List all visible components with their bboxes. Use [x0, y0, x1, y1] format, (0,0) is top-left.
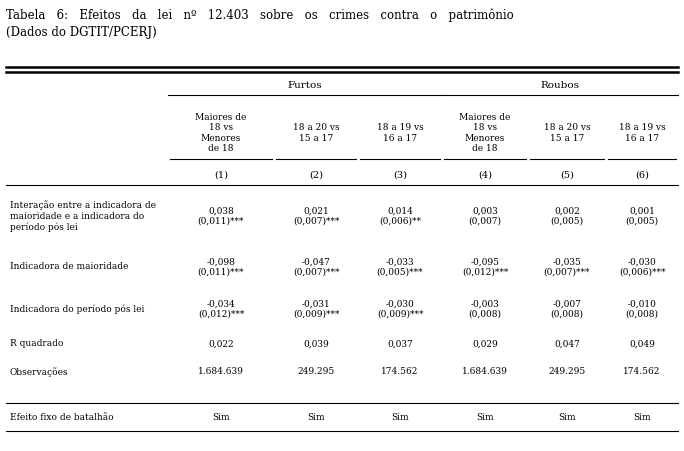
Text: Efeito fixo de batalhão: Efeito fixo de batalhão [10, 413, 114, 422]
Text: 0,014
(0,006)**: 0,014 (0,006)** [379, 206, 421, 225]
Text: (1): (1) [214, 170, 228, 179]
Text: -0,030
(0,006)***: -0,030 (0,006)*** [619, 257, 666, 276]
Text: 18 a 20 vs
15 a 17: 18 a 20 vs 15 a 17 [544, 123, 590, 143]
Text: Roubos: Roubos [540, 80, 579, 89]
Text: -0,095
(0,012)***: -0,095 (0,012)*** [462, 257, 508, 276]
Text: 0,049: 0,049 [629, 339, 655, 348]
Text: -0,031
(0,009)***: -0,031 (0,009)*** [293, 299, 339, 318]
Text: Indicadora do período pós lei: Indicadora do período pós lei [10, 304, 144, 313]
Text: Sim: Sim [391, 413, 409, 422]
Text: Sim: Sim [558, 413, 576, 422]
Text: 174.562: 174.562 [623, 367, 661, 376]
Text: (6): (6) [635, 170, 649, 179]
Text: 249.295: 249.295 [298, 367, 334, 376]
Text: Indicadora de maioridade: Indicadora de maioridade [10, 262, 129, 271]
Text: -0,010
(0,008): -0,010 (0,008) [625, 299, 659, 318]
Text: -0,035
(0,007)***: -0,035 (0,007)*** [544, 257, 590, 276]
Text: 0,001
(0,005): 0,001 (0,005) [625, 206, 659, 225]
Text: 0,047: 0,047 [554, 339, 580, 348]
Text: -0,007
(0,008): -0,007 (0,008) [551, 299, 583, 318]
Text: 0,003
(0,007): 0,003 (0,007) [469, 206, 501, 225]
Text: 249.295: 249.295 [549, 367, 586, 376]
Text: Maiores de
18 vs
Menores
de 18: Maiores de 18 vs Menores de 18 [196, 113, 247, 153]
Text: Sim: Sim [633, 413, 650, 422]
Text: -0,047
(0,007)***: -0,047 (0,007)*** [293, 257, 339, 276]
Text: (4): (4) [478, 170, 492, 179]
Text: (Dados do DGTIT/PCERJ): (Dados do DGTIT/PCERJ) [6, 26, 157, 39]
Text: Sim: Sim [476, 413, 494, 422]
Text: 1.684.639: 1.684.639 [462, 367, 508, 376]
Text: Tabela   6:   Efeitos   da   lei   nº   12.403   sobre   os   crimes   contra   : Tabela 6: Efeitos da lei nº 12.403 sobre… [6, 8, 514, 22]
Text: 18 a 19 vs
16 a 17: 18 a 19 vs 16 a 17 [618, 123, 666, 143]
Text: 174.562: 174.562 [381, 367, 419, 376]
Text: Sim: Sim [307, 413, 325, 422]
Text: 18 a 19 vs
16 a 17: 18 a 19 vs 16 a 17 [377, 123, 423, 143]
Text: Maiores de
18 vs
Menores
de 18: Maiores de 18 vs Menores de 18 [460, 113, 511, 153]
Text: 18 a 20 vs
15 a 17: 18 a 20 vs 15 a 17 [293, 123, 339, 143]
Text: 0,038
(0,011)***: 0,038 (0,011)*** [198, 206, 244, 225]
Text: 1.684.639: 1.684.639 [198, 367, 244, 376]
Text: Furtos: Furtos [288, 80, 322, 89]
Text: -0,033
(0,005)***: -0,033 (0,005)*** [377, 257, 423, 276]
Text: Interação entre a indicadora de
maioridade e a indicadora do
período pós lei: Interação entre a indicadora de maiorida… [10, 200, 156, 231]
Text: (5): (5) [560, 170, 574, 179]
Text: Sim: Sim [212, 413, 230, 422]
Text: 0,021
(0,007)***: 0,021 (0,007)*** [293, 206, 339, 225]
Text: -0,098
(0,011)***: -0,098 (0,011)*** [198, 257, 244, 276]
Text: 0,002
(0,005): 0,002 (0,005) [551, 206, 583, 225]
Text: 0,037: 0,037 [387, 339, 413, 348]
Text: -0,003
(0,008): -0,003 (0,008) [469, 299, 501, 318]
Text: (3): (3) [393, 170, 407, 179]
Text: 0,022: 0,022 [208, 339, 234, 348]
Text: Observações: Observações [10, 366, 68, 376]
Text: 0,029: 0,029 [472, 339, 498, 348]
Text: -0,034
(0,012)***: -0,034 (0,012)*** [198, 299, 244, 318]
Text: -0,030
(0,009)***: -0,030 (0,009)*** [377, 299, 423, 318]
Text: R quadrado: R quadrado [10, 339, 64, 348]
Text: 0,039: 0,039 [303, 339, 329, 348]
Text: (2): (2) [309, 170, 323, 179]
